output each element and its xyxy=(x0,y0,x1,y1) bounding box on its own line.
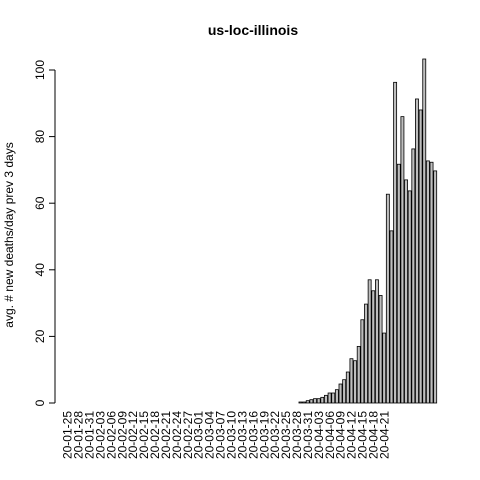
x-tick-label: 20-03-10 xyxy=(225,411,239,459)
bar xyxy=(396,163,401,404)
bar xyxy=(389,230,394,404)
bar xyxy=(393,81,398,404)
y-tick-label: 40 xyxy=(33,263,47,277)
x-tick-label: 20-02-03 xyxy=(93,411,107,459)
bar xyxy=(378,295,383,404)
x-tick-label: 20-02-12 xyxy=(126,411,140,459)
x-tick-label: 20-01-25 xyxy=(61,411,75,459)
bar xyxy=(375,279,379,404)
bar xyxy=(327,392,332,404)
bar xyxy=(353,360,358,404)
bar xyxy=(364,303,368,404)
bar xyxy=(367,279,372,404)
bar xyxy=(382,332,387,404)
bar xyxy=(345,371,350,404)
x-tick-label: 20-02-18 xyxy=(148,411,162,459)
bar xyxy=(425,160,430,404)
y-tick-label: 20 xyxy=(33,329,47,343)
bar xyxy=(349,358,354,404)
x-tick-label: 20-03-22 xyxy=(268,411,282,459)
x-tick-label: 20-03-16 xyxy=(246,411,260,459)
bar xyxy=(418,109,423,404)
y-tick-label: 60 xyxy=(33,196,47,210)
bar xyxy=(313,398,317,404)
bar xyxy=(404,179,408,404)
chart-title: us-loc-illinois xyxy=(208,22,298,38)
x-tick-label: 20-03-31 xyxy=(301,411,315,459)
x-tick-label: 20-04-03 xyxy=(312,411,326,459)
y-axis-label: avg. # new deaths/day prev 3 days xyxy=(2,142,16,327)
bar xyxy=(429,161,434,404)
bar xyxy=(342,379,347,404)
bar xyxy=(334,389,339,404)
bars xyxy=(298,58,438,404)
x-tick-label: 20-03-13 xyxy=(235,411,249,459)
bar xyxy=(302,401,307,404)
bar xyxy=(324,394,328,404)
bar xyxy=(320,396,325,404)
bar xyxy=(305,400,310,404)
bar xyxy=(400,116,405,404)
bar xyxy=(316,398,321,404)
bar xyxy=(411,148,416,404)
x-tick-label: 20-04-18 xyxy=(366,411,380,459)
bar xyxy=(309,399,314,404)
y-tick-label: 0 xyxy=(33,399,47,406)
x-tick-label: 20-01-31 xyxy=(83,411,97,459)
x-tick-label: 20-03-04 xyxy=(203,411,217,459)
bar xyxy=(433,170,438,404)
x-axis: 20-01-2520-01-2820-01-3120-02-0320-02-06… xyxy=(61,411,392,459)
x-tick-label: 20-02-06 xyxy=(104,411,118,459)
x-tick-label: 20-03-28 xyxy=(290,411,304,459)
x-tick-label: 20-04-06 xyxy=(323,411,337,459)
x-tick-label: 20-03-19 xyxy=(257,411,271,459)
bar xyxy=(422,58,427,404)
x-tick-label: 20-02-15 xyxy=(137,411,151,459)
bar xyxy=(360,319,365,404)
x-tick-label: 20-04-21 xyxy=(377,411,391,459)
bar xyxy=(331,392,336,404)
x-tick-label: 20-03-01 xyxy=(192,411,206,459)
bar xyxy=(407,190,412,404)
bar xyxy=(356,345,361,404)
x-tick-label: 20-02-24 xyxy=(170,411,184,459)
x-tick-label: 20-04-15 xyxy=(356,411,370,459)
x-tick-label: 20-03-25 xyxy=(279,411,293,459)
x-tick-label: 20-01-28 xyxy=(72,411,86,459)
bar xyxy=(415,98,419,404)
bar xyxy=(371,290,376,404)
x-tick-label: 20-04-12 xyxy=(345,411,359,459)
x-tick-label: 20-02-09 xyxy=(115,411,129,459)
bar xyxy=(338,383,343,404)
y-tick-label: 80 xyxy=(33,130,47,144)
x-tick-label: 20-04-09 xyxy=(334,411,348,459)
x-tick-label: 20-02-27 xyxy=(181,411,195,459)
x-tick-label: 20-02-21 xyxy=(159,411,173,459)
x-tick-label: 20-03-07 xyxy=(214,411,228,459)
y-axis: 0 20 40 60 80 100 xyxy=(33,60,56,406)
bar xyxy=(385,193,390,404)
bar xyxy=(298,401,303,404)
y-tick-label: 100 xyxy=(33,60,47,80)
